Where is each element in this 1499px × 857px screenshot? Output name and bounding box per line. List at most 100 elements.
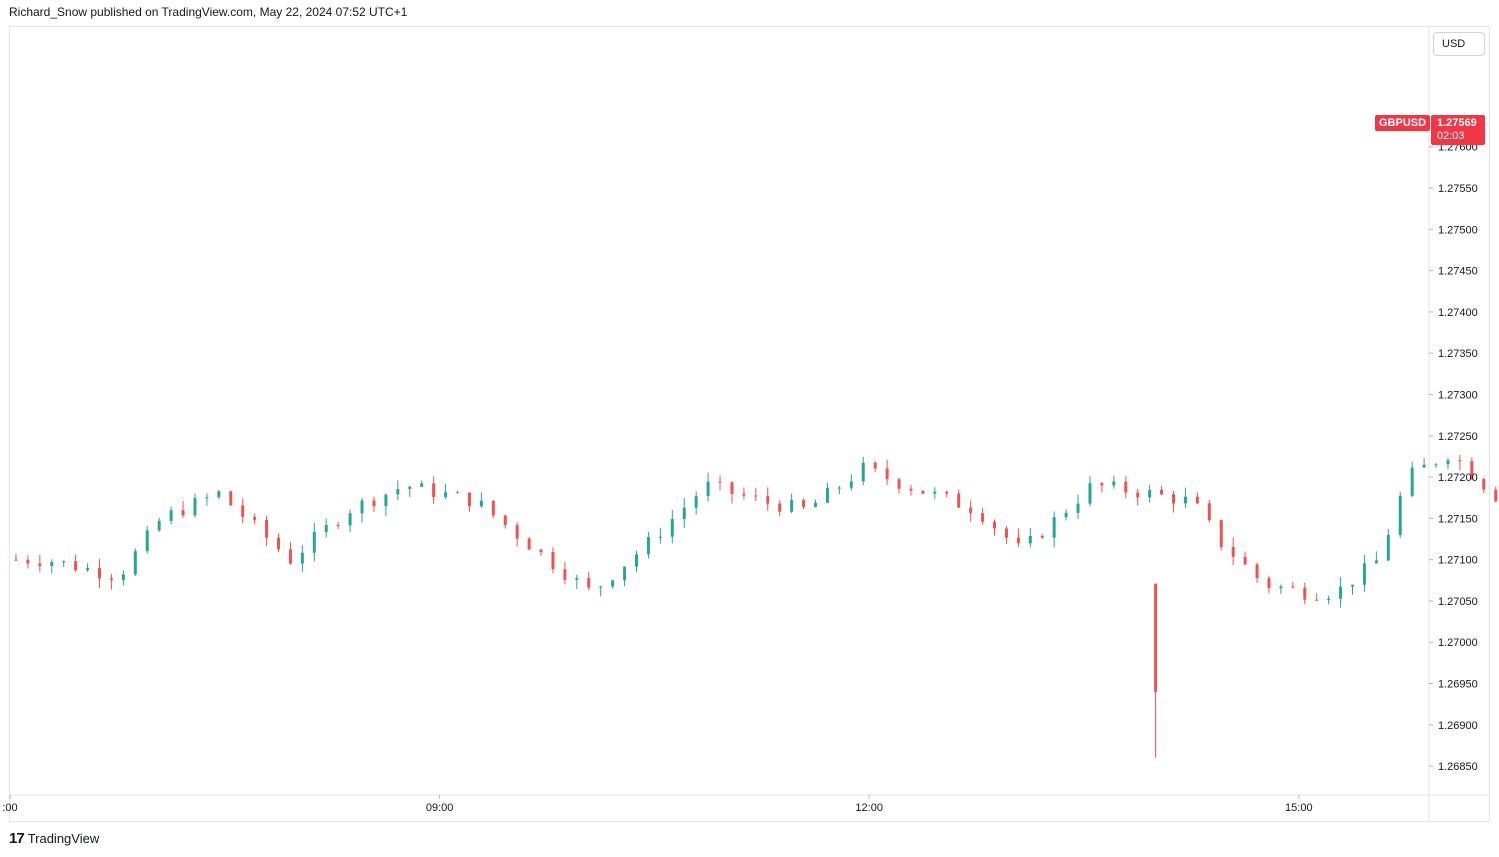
candle-body [1219,520,1223,547]
candle-body [109,578,113,581]
candle-body [1494,489,1498,502]
candle-body [1410,467,1414,496]
y-tick-label: 1.27350 [1438,348,1478,360]
candle-body [790,500,794,512]
candle-body [1386,534,1390,561]
candle-body [1100,483,1104,486]
candle-body [694,496,698,508]
candle-body [1112,481,1116,486]
candle-body [766,496,770,504]
candle-body [861,462,865,482]
candle-body [432,483,436,498]
candle-body [1279,586,1283,589]
candle-body [336,525,340,527]
candle-body [1398,495,1402,535]
candle-body [1267,578,1271,589]
currency-button[interactable]: USD [1433,32,1485,56]
candle-body [241,505,245,517]
candle-body [778,503,782,512]
y-tick-label: 1.27400 [1438,307,1478,319]
candle-body [623,566,627,581]
candle-body [503,515,507,526]
candle-body [491,500,495,516]
candle-body [169,510,173,521]
candle-body [86,568,90,571]
candle-body [408,486,412,490]
candle-body [1470,460,1474,480]
y-tick-label: 1.27200 [1438,472,1478,484]
candle-body [1339,586,1343,599]
candle-body [1154,583,1158,692]
candle-body [1291,586,1295,588]
candle-body [157,520,161,531]
candle-body [1351,584,1354,587]
candle-body [420,483,424,487]
footer-brand[interactable]: 17 TradingView [9,830,99,847]
candle-body [1172,494,1175,504]
candle-body [1052,517,1056,538]
last-price-value: 1.27569 [1437,117,1477,129]
candle-body [1422,464,1426,468]
candle-body [933,491,937,494]
candle-body [121,574,125,581]
candle-body [1327,598,1331,601]
candle-body [1064,512,1068,518]
candle-body [635,554,638,567]
x-tick-label: 09:00 [426,802,454,814]
candle-body [1183,496,1187,504]
y-tick-label: 1.27250 [1438,431,1478,443]
candle-body [1434,464,1438,466]
chart-frame [9,26,1490,822]
candle-body [1195,496,1199,504]
candle-body [909,488,913,491]
candle-body [479,500,483,507]
candle-body [897,479,901,489]
candle-body [539,549,543,553]
candle-body [849,481,853,488]
candle-body [50,562,54,566]
y-tick-label: 1.26850 [1438,761,1478,773]
candle-body [324,525,328,533]
candle-body [957,493,961,508]
x-tick-label: :00 [2,802,17,814]
y-tick-label: 1.27500 [1438,224,1478,236]
candle-body [1088,483,1092,504]
y-tick-label: 1.27000 [1438,637,1478,649]
last-price-label: 1.27569 02:03 [1431,115,1485,145]
candle-body [981,513,985,522]
candle-body [312,532,316,553]
candle-body [1040,535,1044,538]
candle-body [14,559,18,561]
y-tick-label: 1.27550 [1438,183,1478,195]
brand-name: TradingView [27,831,100,846]
candle-body [1207,503,1211,521]
y-tick-label: 1.27450 [1438,266,1478,278]
candle-body [384,494,388,507]
candle-body [1243,556,1247,565]
candle-body [1028,535,1032,544]
candle-body [1315,599,1319,601]
y-tick-label: 1.27300 [1438,389,1478,401]
candle-body [742,493,746,496]
candle-body [1136,492,1140,498]
candle-body [1148,489,1152,498]
candle-body [360,500,364,514]
candle-body [74,561,78,571]
x-tick-label: 15:00 [1285,802,1313,814]
candle-body [599,586,603,588]
candle-body [611,580,615,587]
candle-body [718,481,722,483]
candle-body [1446,460,1450,465]
y-tick-label: 1.26950 [1438,679,1478,691]
candle-body [754,495,758,497]
candle-body [1016,537,1020,544]
candle-body [205,497,209,499]
candle-body [1160,489,1164,495]
x-tick-label: 12:00 [855,802,883,814]
candle-body [229,491,233,506]
candle-body [515,525,519,539]
candle-body [1362,563,1366,585]
symbol-label: GBPUSD [1375,115,1431,131]
candle-body [456,492,459,494]
